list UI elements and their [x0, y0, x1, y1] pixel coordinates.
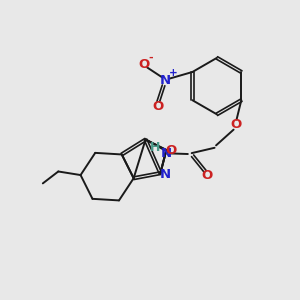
Text: O: O [138, 58, 149, 71]
Text: N: N [159, 168, 170, 181]
Text: O: O [230, 118, 242, 131]
Text: O: O [201, 169, 212, 182]
Text: O: O [165, 143, 176, 157]
Text: N: N [160, 74, 171, 87]
Text: +: + [169, 68, 178, 78]
Text: O: O [152, 100, 163, 113]
Text: -: - [148, 53, 152, 63]
Text: N: N [161, 147, 172, 160]
Text: H: H [150, 141, 161, 154]
